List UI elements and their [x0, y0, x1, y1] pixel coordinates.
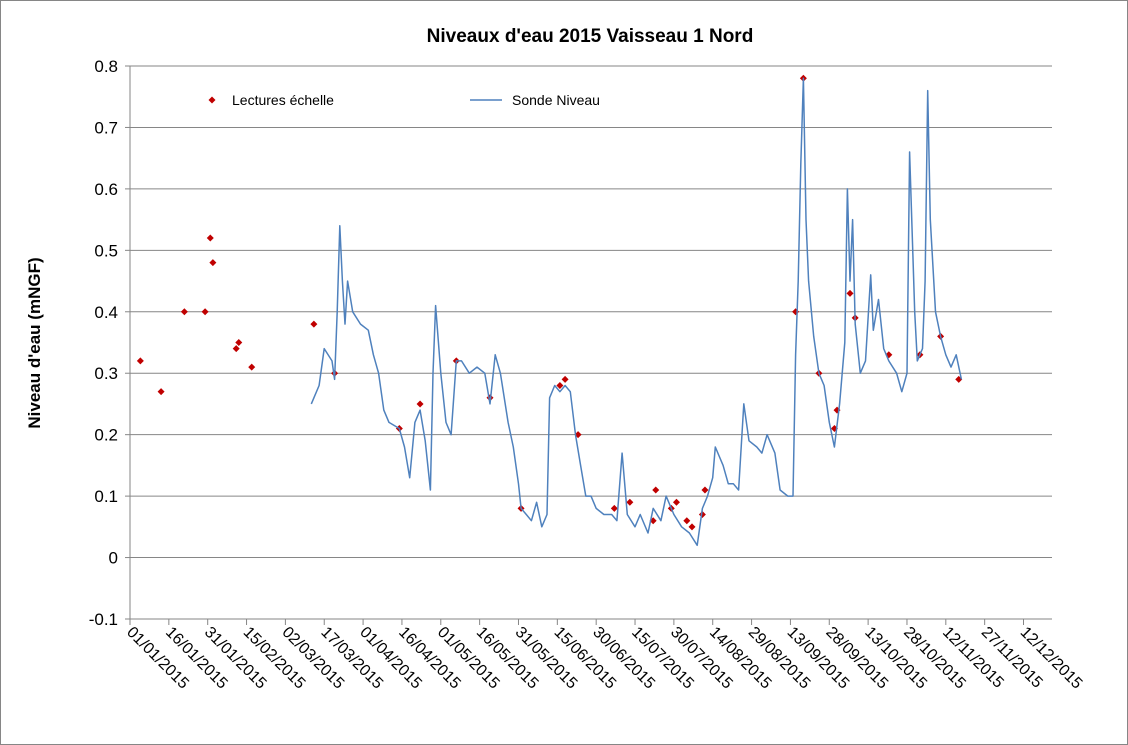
data-point: [206, 234, 214, 242]
data-point: [688, 523, 696, 531]
data-point: [310, 320, 318, 328]
data-point: [136, 357, 144, 365]
data-point: [672, 498, 680, 506]
y-tick-label: 0.6: [94, 180, 118, 199]
data-line: [310, 77, 963, 547]
y-tick-label: 0.3: [94, 364, 118, 383]
legend-label: Lectures échelle: [232, 92, 334, 108]
data-point: [683, 517, 691, 525]
data-point: [180, 308, 188, 316]
y-tick-label: 0.4: [94, 303, 118, 322]
data-point: [232, 345, 240, 353]
y-tick-label: 0.8: [94, 57, 118, 76]
legend-marker: [208, 96, 216, 104]
y-tick-label: 0.2: [94, 426, 118, 445]
data-point: [556, 382, 564, 390]
data-point: [201, 308, 209, 316]
y-tick-label: 0.5: [94, 241, 118, 260]
y-tick-label: -0.1: [89, 610, 118, 629]
y-axis-label: Niveau d'eau (mNGF): [25, 257, 44, 428]
y-tick-label: 0.1: [94, 487, 118, 506]
data-point: [610, 504, 618, 512]
data-point: [209, 259, 217, 267]
y-tick-label: 0: [109, 549, 118, 568]
data-point: [561, 375, 569, 383]
data-point: [846, 289, 854, 297]
y-tick-label: 0.7: [94, 118, 118, 137]
data-point: [701, 486, 709, 494]
data-point: [652, 486, 660, 494]
data-point: [248, 363, 256, 371]
chart-title: Niveaux d'eau 2015 Vaisseau 1 Nord: [427, 26, 754, 47]
data-point: [416, 400, 424, 408]
legend-label: Sonde Niveau: [512, 92, 600, 108]
data-point: [157, 388, 165, 396]
data-point: [235, 339, 243, 346]
data-point: [626, 498, 634, 506]
